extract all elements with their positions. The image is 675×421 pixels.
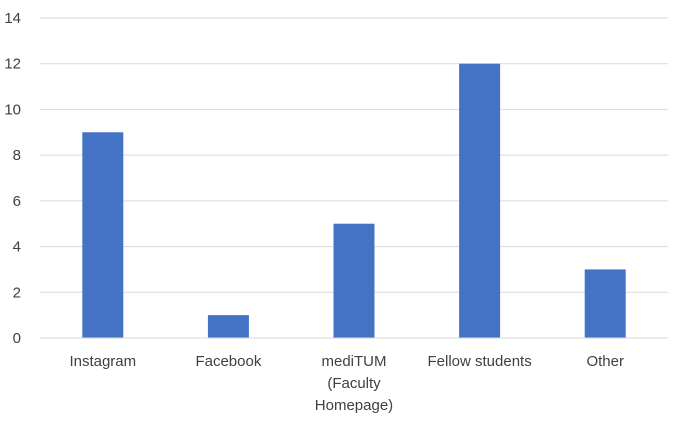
x-tick-label: Other — [586, 353, 624, 370]
x-tick-label: Fellow students — [427, 353, 531, 370]
x-tick-label: Instagram — [69, 353, 136, 370]
bar-2 — [333, 223, 375, 338]
x-tick-label: Facebook — [195, 353, 261, 370]
y-tick-label: 6 — [13, 193, 21, 210]
y-tick-label: 12 — [4, 56, 21, 73]
y-tick-label: 4 — [13, 239, 21, 256]
x-tick-label: mediTUM (Faculty Homepage) — [315, 353, 393, 414]
y-tick-label: 0 — [13, 330, 21, 347]
y-tick-label: 10 — [4, 101, 21, 118]
y-tick-label: 2 — [13, 284, 21, 301]
bar-0 — [82, 132, 124, 338]
bar-1 — [207, 315, 249, 338]
y-tick-label: 14 — [4, 10, 21, 27]
bars — [82, 63, 626, 338]
bar-4 — [584, 269, 626, 338]
gridlines — [40, 17, 668, 293]
y-axis-ticks: 0 2 4 6 8 10 12 14 — [4, 10, 21, 347]
x-axis-ticks: Instagram Facebook mediTUM (Faculty Homepage… — [69, 353, 624, 414]
bar-3 — [459, 63, 501, 338]
y-tick-label: 8 — [13, 147, 21, 164]
